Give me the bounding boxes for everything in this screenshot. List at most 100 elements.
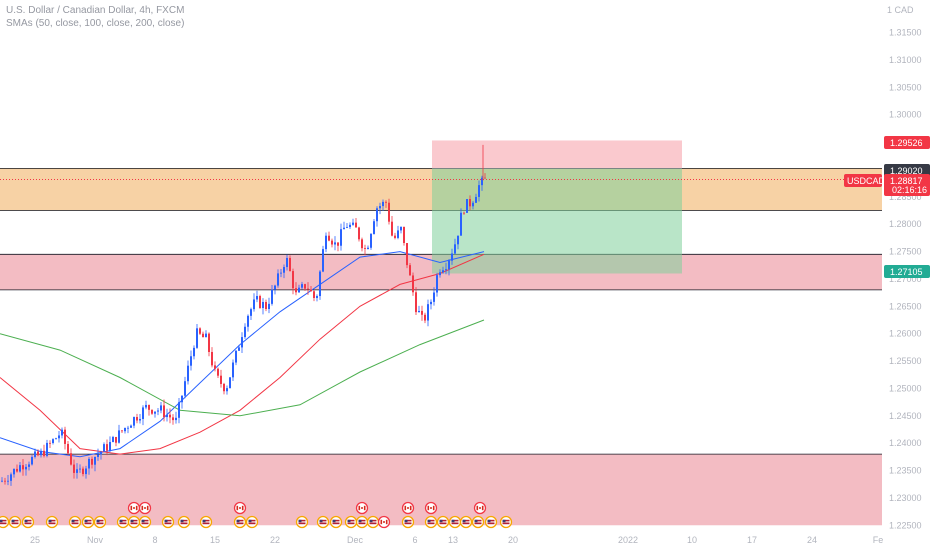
flag-canton [248, 519, 252, 523]
event-flag-usa[interactable] [424, 515, 438, 529]
candle-body [61, 429, 63, 436]
event-flag-usa[interactable] [295, 515, 309, 529]
event-flag-usa[interactable] [161, 515, 175, 529]
candles-layer [1, 144, 486, 486]
candle-body [7, 480, 9, 482]
candle-body [229, 377, 231, 389]
event-flag-usa[interactable] [93, 515, 107, 529]
event-flag-usa[interactable] [459, 515, 473, 529]
candle-body [91, 458, 93, 465]
event-flag-usa[interactable] [81, 515, 95, 529]
event-flag-canada[interactable] [127, 501, 141, 515]
target-price-label: 1.29526 [890, 138, 923, 148]
event-flag-canada[interactable] [138, 501, 152, 515]
flag-stripe-white [427, 521, 435, 523]
event-flag-usa[interactable] [366, 515, 380, 529]
event-flag-usa[interactable] [471, 515, 485, 529]
event-flag-usa[interactable] [499, 515, 513, 529]
event-flag-usa[interactable] [0, 515, 10, 529]
candle-body [217, 368, 219, 376]
candle-body [436, 275, 438, 293]
flag-canton [11, 519, 15, 523]
flag-stripe-white [24, 521, 32, 523]
event-flag-usa[interactable] [448, 515, 462, 529]
event-flag-usa[interactable] [68, 515, 82, 529]
candle-body [118, 430, 120, 443]
flag-canton [96, 519, 100, 523]
candle-body [382, 201, 384, 207]
time-axis[interactable]: 25 Nov 8 15 22 Dec 6 13 20 2022 10 17 24 Fe [30, 535, 883, 545]
candle-body [397, 230, 399, 238]
position-tool[interactable] [432, 140, 682, 274]
flag-bar-left [380, 519, 383, 525]
event-flag-canada[interactable] [233, 501, 247, 515]
event-flag-usa[interactable] [8, 515, 22, 529]
candle-body [67, 443, 69, 454]
flag-stripe-white [369, 521, 377, 523]
flag-canton [164, 519, 168, 523]
flag-stripe-white [0, 521, 7, 523]
x-tick-label: 22 [270, 535, 280, 545]
event-flag-usa[interactable] [127, 515, 141, 529]
candle-body [73, 464, 75, 473]
economic-events[interactable] [0, 501, 513, 529]
candle-body [295, 288, 297, 293]
flag-stripe-white [11, 521, 19, 523]
event-flag-usa[interactable] [436, 515, 450, 529]
chart-title[interactable]: U.S. Dollar / Canadian Dollar, 4h, FXCM [6, 5, 185, 16]
event-flag-usa[interactable] [316, 515, 330, 529]
event-flag-usa[interactable] [116, 515, 130, 529]
event-flag-canada[interactable] [473, 501, 487, 515]
y-tick-label: 1.24000 [889, 438, 922, 448]
candle-body [94, 457, 96, 465]
candle-body [271, 289, 273, 304]
event-flag-usa[interactable] [245, 515, 259, 529]
y-tick-label: 1.31000 [889, 55, 922, 65]
event-flag-usa[interactable] [484, 515, 498, 529]
symbol-name: USDCAD [847, 176, 886, 186]
flag-canton [0, 519, 3, 523]
flag-canton [439, 519, 443, 523]
event-flag-usa[interactable] [138, 515, 152, 529]
event-flag-usa[interactable] [199, 515, 213, 529]
candle-body [262, 301, 264, 309]
candle-body [70, 453, 72, 465]
flag-canton [180, 519, 184, 523]
event-flag-canada[interactable] [401, 501, 415, 515]
position-stop-zone [432, 140, 682, 169]
candle-body [151, 409, 153, 414]
event-flag-canada[interactable] [377, 515, 391, 529]
event-flag-usa[interactable] [329, 515, 343, 529]
candle-body [463, 212, 465, 214]
flag-stripe-white [96, 521, 104, 523]
event-flag-canada[interactable] [424, 501, 438, 515]
candle-body [253, 299, 255, 310]
candle-body [85, 468, 87, 475]
event-flag-usa[interactable] [233, 515, 247, 529]
event-flag-usa[interactable] [401, 515, 415, 529]
candle-body [388, 202, 390, 222]
candle-body [79, 468, 81, 470]
candle-body [88, 458, 90, 469]
event-flag-usa[interactable] [344, 515, 358, 529]
flag-canton [487, 519, 491, 523]
candle-body [373, 221, 375, 234]
indicator-legend[interactable]: SMAs (50, close, 100, close, 200, close) [6, 18, 185, 29]
candle-body [103, 444, 105, 452]
candle-body [241, 337, 243, 348]
candle-body [139, 418, 141, 421]
event-flag-canada[interactable] [355, 501, 369, 515]
event-flag-usa[interactable] [45, 515, 59, 529]
event-flag-usa[interactable] [177, 515, 191, 529]
candle-body [31, 456, 33, 465]
event-flag-usa[interactable] [355, 515, 369, 529]
event-flag-usa[interactable] [21, 515, 35, 529]
flag-bar-right [409, 505, 412, 511]
x-tick-label: 17 [747, 535, 757, 545]
flag-canton [202, 519, 206, 523]
flag-stripe-white [248, 521, 256, 523]
x-tick-label: 13 [448, 535, 458, 545]
candle-body [250, 309, 252, 316]
